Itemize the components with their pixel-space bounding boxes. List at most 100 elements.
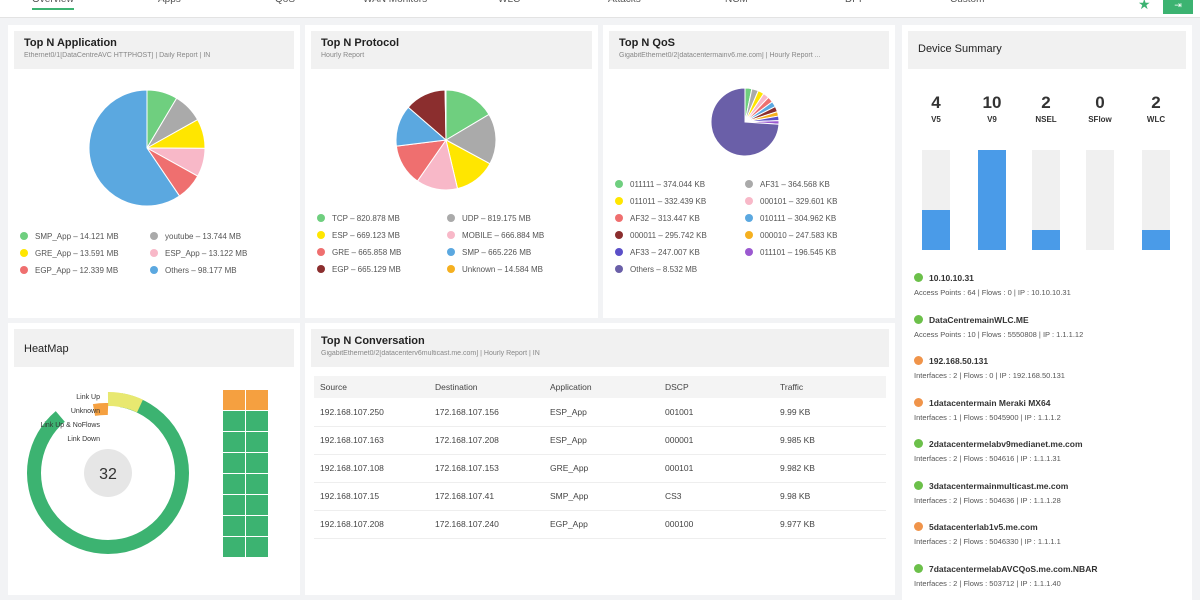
legend-item[interactable]: 011111 – 374.044 KB — [615, 180, 705, 189]
legend-item[interactable]: SMP – 665.226 MB — [447, 248, 531, 257]
table-row[interactable]: 192.168.107.208 172.168.107.240 EGP_App 000… — [314, 510, 886, 539]
legend-label: EGP_App – 12.339 MB — [35, 266, 119, 275]
legend-item[interactable]: Others – 98.177 MB — [150, 266, 237, 275]
device-name[interactable]: 5datacenterlab1v5.me.com — [929, 522, 1038, 532]
device-list-item[interactable]: 3datacentermainmulticast.me.com Interface… — [914, 480, 1069, 505]
pie-slice-Unknown[interactable] — [444, 89, 447, 141]
legend-item[interactable]: 011011 – 332.439 KB — [615, 197, 706, 206]
legend-item[interactable]: ESP – 669.123 MB — [317, 231, 400, 240]
device-count-sflow: 0 SFlow — [1075, 93, 1125, 124]
device-name[interactable]: 192.168.50.131 — [929, 356, 989, 366]
device-name[interactable]: DataCentremainWLC.ME — [929, 314, 1029, 325]
legend-item[interactable]: EGP_App – 12.339 MB — [20, 266, 118, 275]
table-row[interactable]: 192.168.107.15 172.168.107.41 SMP_App CS3 9.… — [314, 482, 886, 511]
bar-wlc[interactable] — [1142, 230, 1170, 250]
tab-overview[interactable]: Overview — [32, 0, 74, 10]
heatmap-donut[interactable]: 32 — [8, 373, 208, 573]
column-header-dscp[interactable]: DSCP — [659, 376, 774, 398]
table-cell: 192.168.107.15 — [314, 482, 429, 511]
bar-v9[interactable] — [978, 150, 1006, 250]
pie-slice-Others[interactable] — [88, 89, 181, 207]
heatmap-cell[interactable] — [223, 432, 245, 452]
legend-item[interactable]: 000101 – 329.601 KB — [745, 197, 837, 206]
legend-item[interactable]: 011101 – 196.545 KB — [745, 248, 836, 257]
device-details: Interfaces : 2 | Flows : 504636 | IP : 1… — [914, 495, 1061, 505]
column-header-destination[interactable]: Destination — [429, 376, 544, 398]
bar-v5[interactable] — [922, 210, 950, 250]
device-name[interactable]: 10.10.10.31 — [929, 273, 974, 283]
table-row[interactable]: 192.168.107.250 172.168.107.156 ESP_App 001… — [314, 398, 886, 427]
device-name[interactable]: 3datacentermainmulticast.me.com — [929, 480, 1069, 491]
device-list-item[interactable]: 5datacenterlab1v5.me.com Interfaces : 2 |… — [914, 522, 1061, 546]
legend-item[interactable]: AF32 – 313.447 KB — [615, 214, 700, 223]
tab-wlc[interactable]: WLC — [498, 0, 520, 5]
heatmap-cell[interactable] — [246, 495, 268, 515]
device-list-item[interactable]: 1datacentermain Meraki MX64 Interfaces : … — [914, 397, 1061, 422]
pie-slice-UDP[interactable] — [444, 113, 497, 165]
legend-item[interactable]: 010111 – 304.962 KB — [745, 214, 836, 223]
tab-wan-monitors[interactable]: WAN Monitors — [363, 0, 427, 5]
column-header-application[interactable]: Application — [544, 376, 659, 398]
device-list-item[interactable]: 7datacentermelabAVCQoS.me.com.NBAR Interf… — [914, 563, 1098, 588]
bar-nsel[interactable] — [1032, 230, 1060, 250]
legend-item[interactable]: EGP – 665.129 MB — [317, 265, 401, 274]
legend-item[interactable]: SMP_App – 14.121 MB — [20, 232, 119, 241]
legend-item[interactable]: MOBILE – 666.884 MB — [447, 231, 544, 240]
heatmap-cell[interactable] — [246, 453, 268, 473]
status-up-icon — [914, 314, 923, 324]
heatmap-cell[interactable] — [246, 474, 268, 494]
tab-apps[interactable]: Apps — [158, 0, 181, 5]
tab-qos[interactable]: QoS — [275, 0, 295, 5]
favorite-star-icon[interactable]: ★ — [1138, 0, 1151, 12]
legend-item[interactable]: 000010 – 247.583 KB — [745, 231, 837, 240]
heatmap-cell[interactable] — [246, 390, 268, 410]
heatmap-cell[interactable] — [223, 516, 245, 536]
tab-custom[interactable]: Custom — [950, 0, 984, 5]
device-name[interactable]: 2datacentermelabv9medianet.me.com — [929, 439, 1083, 449]
pie-slice-Others[interactable] — [710, 87, 780, 157]
tab-attacks[interactable]: Attacks — [608, 0, 641, 5]
device-count-wlc: 2 WLC — [1131, 93, 1181, 124]
tab-dpi[interactable]: DPI — [845, 0, 862, 5]
table-cell: ESP_App — [544, 398, 659, 427]
panel-title: Top N QoS — [619, 37, 676, 49]
heatmap-cell[interactable] — [223, 453, 245, 473]
column-header-source[interactable]: Source — [314, 376, 429, 398]
device-list-item[interactable]: 192.168.50.131 Interfaces : 2 | Flows : 0… — [914, 356, 1065, 380]
legend-item[interactable]: youtube – 13.744 MB — [150, 232, 241, 241]
heatmap-cell[interactable] — [246, 537, 268, 557]
table-row[interactable]: 192.168.107.163 172.168.107.208 ESP_App 000… — [314, 426, 886, 455]
heatmap-cell[interactable] — [223, 495, 245, 515]
legend-item[interactable]: AF33 – 247.007 KB — [615, 248, 700, 257]
tab-ncm[interactable]: NCM — [725, 0, 748, 5]
menu-toggle-button[interactable]: ⇥ — [1163, 0, 1193, 14]
legend-item[interactable]: Unknown – 14.584 MB — [447, 265, 543, 274]
pie-slice-TCP[interactable] — [445, 89, 490, 141]
legend-color-dot — [447, 214, 455, 222]
heatmap-cell[interactable] — [223, 411, 245, 431]
device-list-item[interactable]: 2datacentermelabv9medianet.me.com Interfa… — [914, 439, 1083, 463]
legend-item[interactable]: UDP – 819.175 MB — [447, 214, 531, 223]
legend-item[interactable]: GRE – 665.858 MB — [317, 248, 401, 257]
device-details: Access Points : 10 | Flows : 5550808 | I… — [914, 329, 1084, 339]
heatmap-cell[interactable] — [223, 390, 245, 410]
heatmap-cell[interactable] — [223, 474, 245, 494]
legend-item[interactable]: GRE_App – 13.591 MB — [20, 249, 119, 258]
legend-item[interactable]: TCP – 820.878 MB — [317, 214, 400, 223]
heatmap-cell[interactable] — [246, 411, 268, 431]
device-list-item[interactable]: 10.10.10.31 Access Points : 64 | Flows : … — [914, 273, 1071, 297]
table-row[interactable]: 192.168.107.108 172.168.107.153 GRE_App 000… — [314, 454, 886, 483]
legend-item[interactable]: ESP_App – 13.122 MB — [150, 249, 247, 258]
legend-item[interactable]: Others – 8.532 MB — [615, 265, 697, 274]
device-name[interactable]: 7datacentermelabAVCQoS.me.com.NBAR — [929, 563, 1098, 574]
legend-item[interactable]: 000011 – 295.742 KB — [615, 231, 707, 240]
legend-item[interactable]: AF31 – 364.568 KB — [745, 180, 830, 189]
device-name[interactable]: 1datacentermain Meraki MX64 — [929, 397, 1051, 408]
heatmap-cell[interactable] — [223, 537, 245, 557]
column-header-traffic[interactable]: Traffic — [774, 376, 886, 398]
heatmap-cell[interactable] — [246, 516, 268, 536]
legend-color-dot — [615, 197, 623, 205]
heatmap-cell[interactable] — [246, 432, 268, 452]
device-list-item[interactable]: DataCentremainWLC.ME Access Points : 10 |… — [914, 314, 1084, 339]
legend-color-dot — [615, 180, 623, 188]
